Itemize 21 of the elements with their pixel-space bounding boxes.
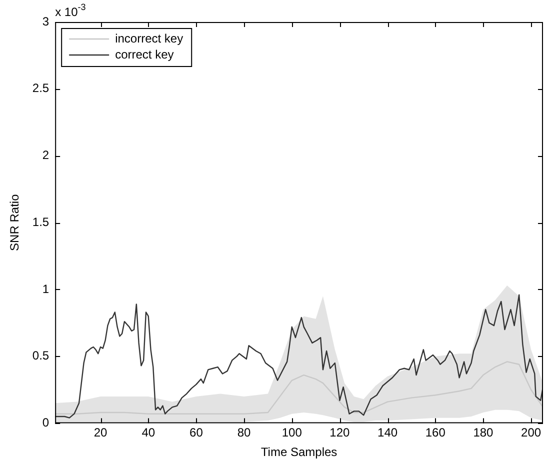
legend-label: incorrect key bbox=[115, 31, 184, 46]
x-tick-label: 60 bbox=[190, 426, 204, 440]
y-axis-title: SNR Ratio bbox=[8, 194, 22, 251]
x-tick-label: 80 bbox=[237, 426, 252, 440]
y-tick-label: 3 bbox=[42, 14, 50, 28]
x-tick-label: 200 bbox=[521, 426, 542, 440]
x-tick-label: 120 bbox=[330, 426, 350, 440]
y-tick-label: 2 bbox=[42, 148, 50, 162]
x-tick-label: 180 bbox=[473, 426, 494, 440]
x-tick-label: 40 bbox=[142, 426, 156, 440]
y-tick-label: 2.5 bbox=[32, 81, 50, 96]
x-tick-label: 20 bbox=[94, 426, 108, 440]
y-tick-label: 0.5 bbox=[32, 348, 50, 363]
x-tick-label: 160 bbox=[425, 426, 446, 440]
y-tick-label: 1.5 bbox=[32, 214, 50, 229]
x-tick-label: 140 bbox=[378, 426, 398, 440]
y-tick-label: 0 bbox=[42, 416, 50, 430]
y-tick-label: 1 bbox=[42, 282, 50, 296]
x-axis-title: Time Samples bbox=[260, 445, 338, 460]
legend-label: correct key bbox=[115, 47, 174, 62]
x-tick-label: 100 bbox=[282, 426, 302, 440]
